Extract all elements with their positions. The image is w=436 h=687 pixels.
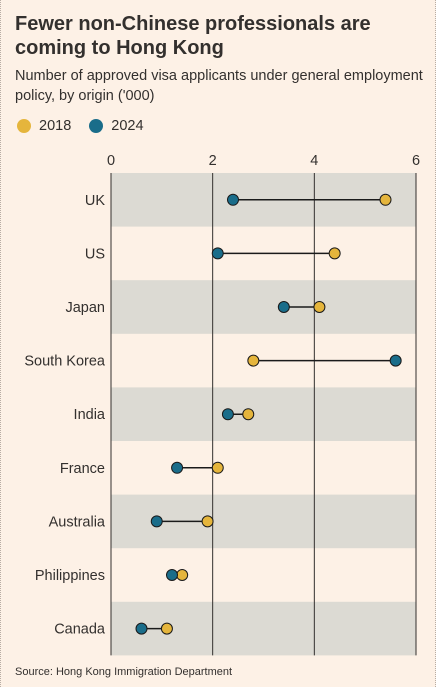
data-point-2024: [221, 408, 234, 421]
legend-label-2018: 2018: [39, 118, 72, 134]
category-label: South Korea: [24, 354, 106, 370]
chart-subtitle: Number of approved visa applicants under…: [15, 68, 423, 104]
row-band: [111, 387, 416, 441]
data-point-2018: [247, 354, 260, 367]
category-label: France: [60, 461, 105, 477]
legend-label-2024: 2024: [111, 118, 144, 134]
row-band: [111, 280, 416, 334]
category-label: US: [85, 246, 105, 262]
data-point-2024: [227, 193, 239, 206]
category-label: Canada: [54, 622, 106, 638]
legend: 2018 2024: [17, 118, 162, 134]
legend-item-2024: 2024: [89, 118, 144, 134]
data-point-2018: [242, 408, 255, 421]
x-tick-label: 4: [310, 153, 318, 169]
legend-swatch-2024: [89, 119, 104, 133]
data-point-2024: [389, 354, 402, 367]
chart-title: Fewer non-Chinese professionals are comi…: [15, 13, 371, 59]
data-point-2018: [328, 247, 341, 260]
legend-swatch-2018: [17, 119, 31, 133]
data-point-2018: [160, 622, 173, 635]
category-label: Japan: [65, 300, 105, 316]
data-point-2024: [150, 515, 163, 528]
data-point-2024: [277, 301, 290, 313]
data-point-2018: [201, 515, 214, 528]
x-tick-label: 6: [412, 153, 420, 169]
category-label: UK: [85, 193, 105, 209]
data-point-2018: [176, 569, 189, 581]
data-point-2024: [135, 622, 148, 635]
x-tick-label: 2: [209, 153, 217, 169]
data-point-2018: [379, 193, 392, 206]
data-point-2024: [171, 461, 184, 474]
data-point-2018: [313, 301, 326, 313]
category-label: India: [74, 407, 106, 423]
legend-item-2018: 2018: [17, 118, 71, 134]
data-point-2018: [211, 461, 224, 474]
category-label: Australia: [49, 514, 106, 530]
x-tick-label: 0: [107, 153, 115, 169]
source-note: Source: Hong Kong Immigration Department: [15, 666, 233, 678]
data-point-2024: [166, 569, 178, 581]
data-point-2024: [211, 247, 224, 260]
category-label: Philippines: [35, 568, 105, 584]
